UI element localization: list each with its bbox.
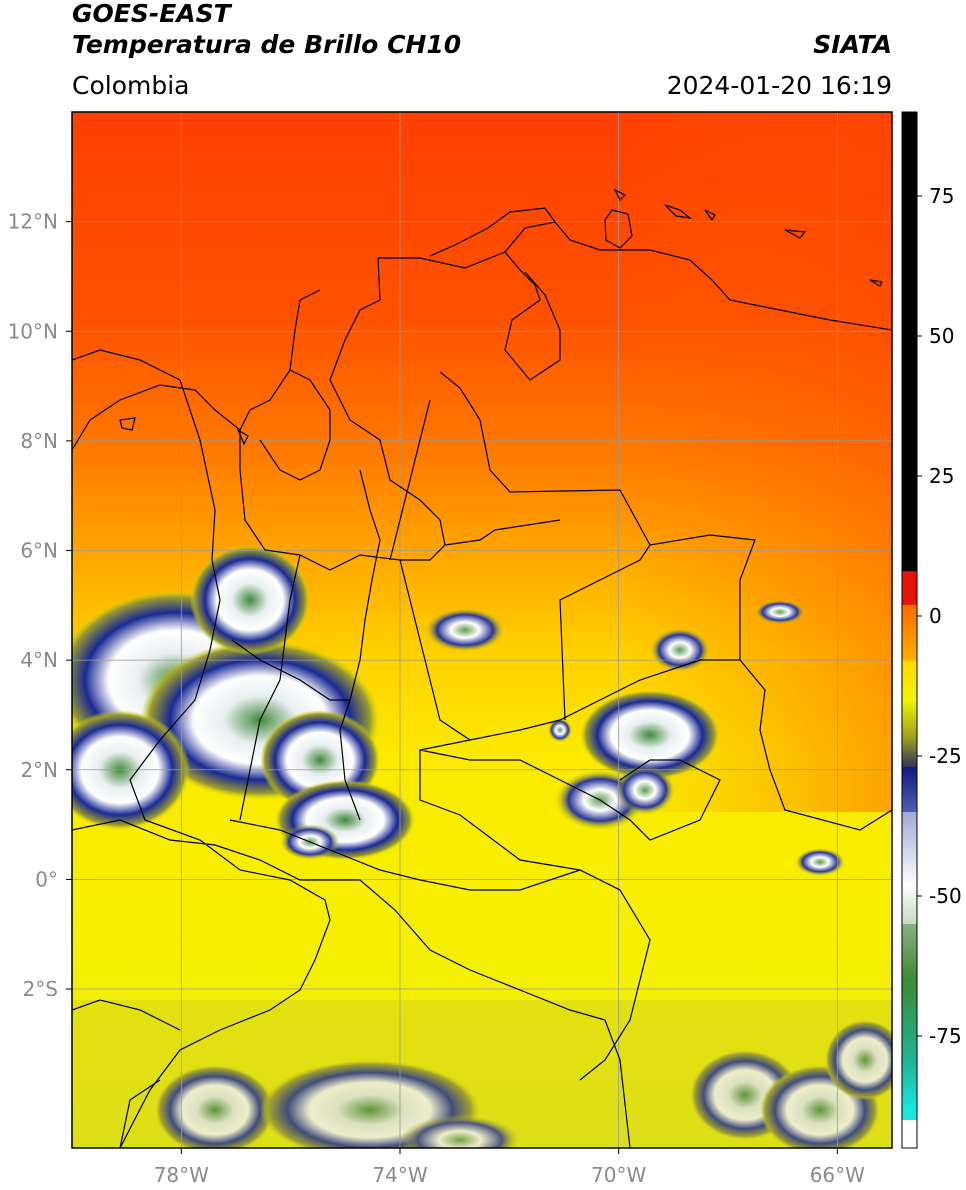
colorbar-segment xyxy=(902,1064,917,1110)
cloud-cluster xyxy=(755,600,805,624)
lat-tick-label: 0° xyxy=(35,867,58,891)
colorbar-segment xyxy=(902,604,917,662)
colorbar-tick-label: -50 xyxy=(929,884,962,908)
map-frame xyxy=(71,111,893,1149)
islands xyxy=(119,188,883,446)
lat-tick-label: 4°N xyxy=(20,648,58,672)
colorbar-segment xyxy=(902,1108,917,1121)
brand-label: SIATA xyxy=(813,30,892,59)
colorbar-tick-label: 0 xyxy=(929,604,942,628)
venezuela-coast xyxy=(554,221,892,331)
cloud-cluster xyxy=(615,765,675,815)
lat-tick-label: 12°N xyxy=(8,210,58,234)
lat-tick-label: 6°N xyxy=(20,539,58,563)
lon-tick-label: 74°W xyxy=(372,1163,427,1187)
colorbar-segment xyxy=(902,884,917,925)
lat-tick-label: 8°N xyxy=(20,429,58,453)
cloud-cluster xyxy=(400,1115,520,1148)
lat-tick-label: 10°N xyxy=(8,319,58,343)
colorbar-segment xyxy=(902,112,917,572)
southern-haze xyxy=(72,1000,892,1148)
colorbar-frame xyxy=(901,111,918,1149)
cloud-cluster xyxy=(548,718,572,742)
colorbar-segment xyxy=(902,812,917,886)
cloud-cluster xyxy=(795,848,845,876)
colorbar-segment xyxy=(902,700,917,740)
cloud-cluster xyxy=(155,1065,275,1148)
cloud-cluster xyxy=(580,690,720,780)
lon-tick-label: 66°W xyxy=(810,1163,865,1187)
map-grid xyxy=(72,112,892,1148)
map-axes: 78°W 74°W 70°W 66°W 12°N 10°N 8°N 6°N 4°N 2°N 0° 2°… xyxy=(8,210,866,1187)
colorbar-segment xyxy=(902,980,917,1065)
product-title: Temperatura de Brillo CH10 xyxy=(72,30,462,59)
borders xyxy=(72,188,892,1148)
colorbar-segment xyxy=(902,571,917,606)
timestamp-label: 2024-01-20 16:19 xyxy=(666,71,892,100)
colorbar-segment xyxy=(902,660,917,701)
cloud-cluster xyxy=(425,608,505,652)
cloud-cluster xyxy=(650,628,710,672)
colorbar-tick-label: -25 xyxy=(929,744,962,768)
region-label: Colombia xyxy=(72,71,190,100)
map-field xyxy=(72,112,892,1148)
cloud-cluster xyxy=(190,545,310,655)
lon-tick-label: 70°W xyxy=(591,1163,646,1187)
colorbar-tick-label: 25 xyxy=(929,464,954,488)
colorbar-segment xyxy=(902,767,917,813)
colorbar-tick-label: 75 xyxy=(929,184,954,208)
lat-tick-label: 2°N xyxy=(20,758,58,782)
colorbar-segment xyxy=(902,924,917,981)
colorbar-segment xyxy=(902,739,917,768)
colorbar-tick-label: 50 xyxy=(929,324,954,348)
peru-brazil-border xyxy=(72,999,181,1148)
lon-tick-label: 78°W xyxy=(154,1163,209,1187)
colorbar-tick-label: -75 xyxy=(929,1024,962,1048)
cloud-cluster xyxy=(825,1020,892,1100)
lat-tick-label: 2°S xyxy=(23,977,58,1001)
colorbar: 75 50 25 0 -25 -50 -75 xyxy=(901,111,962,1149)
satellite-title: GOES-EAST xyxy=(72,0,231,28)
colorbar-segment xyxy=(902,1120,917,1149)
